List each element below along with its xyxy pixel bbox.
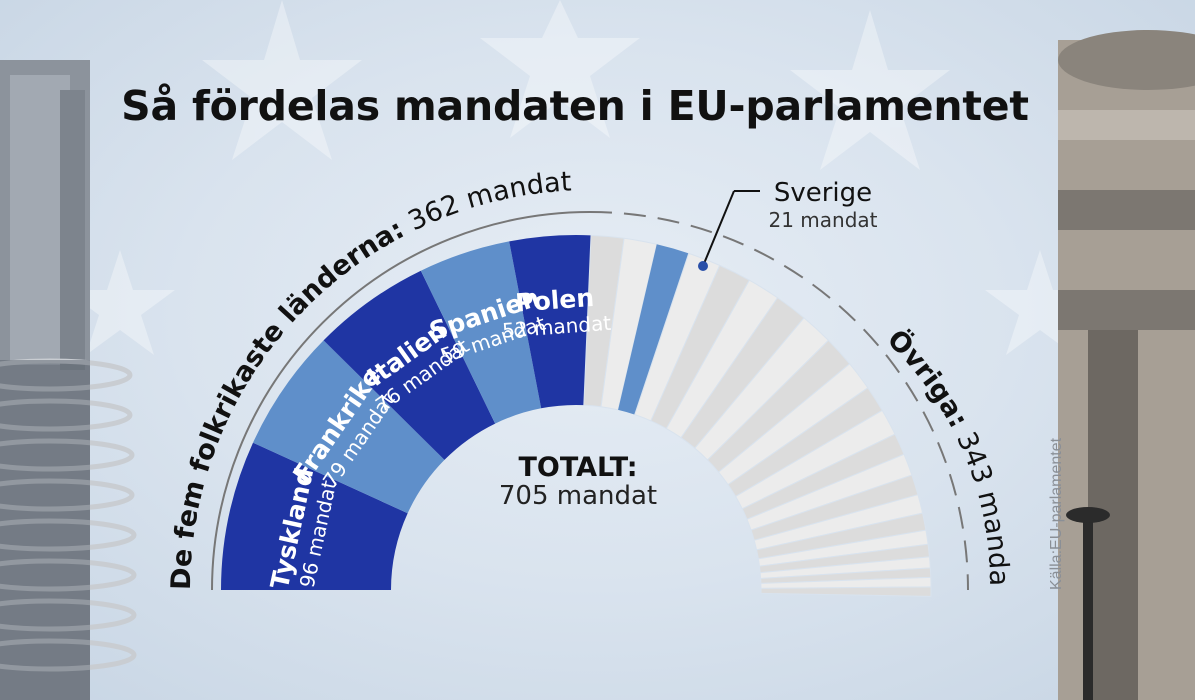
left-building-image	[0, 60, 137, 700]
star-icon	[790, 10, 950, 170]
top5-bracket-arc	[211, 211, 591, 591]
top5-group-label-value: 362 mandat	[395, 166, 572, 241]
wedge-other-country	[600, 237, 658, 411]
wedge-frankrike	[252, 340, 445, 514]
sweden-callout-name: Sverige	[774, 178, 872, 208]
wedge-polen	[509, 234, 592, 409]
star-icon	[480, 0, 640, 138]
total-value: 705 mandat	[499, 481, 657, 511]
wedge-sverige	[618, 244, 689, 415]
sweden-callout-line	[702, 190, 735, 267]
right-building-image	[1058, 30, 1195, 700]
wedge-tyskland	[221, 442, 408, 590]
country-name-polen: Polen	[514, 283, 595, 318]
wedge-italien	[323, 270, 496, 460]
sweden-marker	[698, 261, 708, 271]
star-icon	[985, 250, 1095, 355]
wedge-other-country	[760, 586, 932, 597]
others-group-label-bold: Övriga:	[881, 322, 974, 432]
others-bracket-arc	[589, 211, 969, 591]
seat-wedges	[221, 234, 932, 597]
page-title: Så fördelas mandaten i EU-parlamentet	[121, 82, 1029, 130]
star-icon	[202, 0, 362, 160]
wedge-spanien	[420, 241, 542, 424]
total-label: TOTALT:	[518, 452, 637, 483]
source-label: Källa:EU-parlamentet	[1048, 437, 1065, 590]
star-icon	[65, 250, 175, 355]
sweden-callout-value: 21 mandat	[768, 208, 877, 232]
